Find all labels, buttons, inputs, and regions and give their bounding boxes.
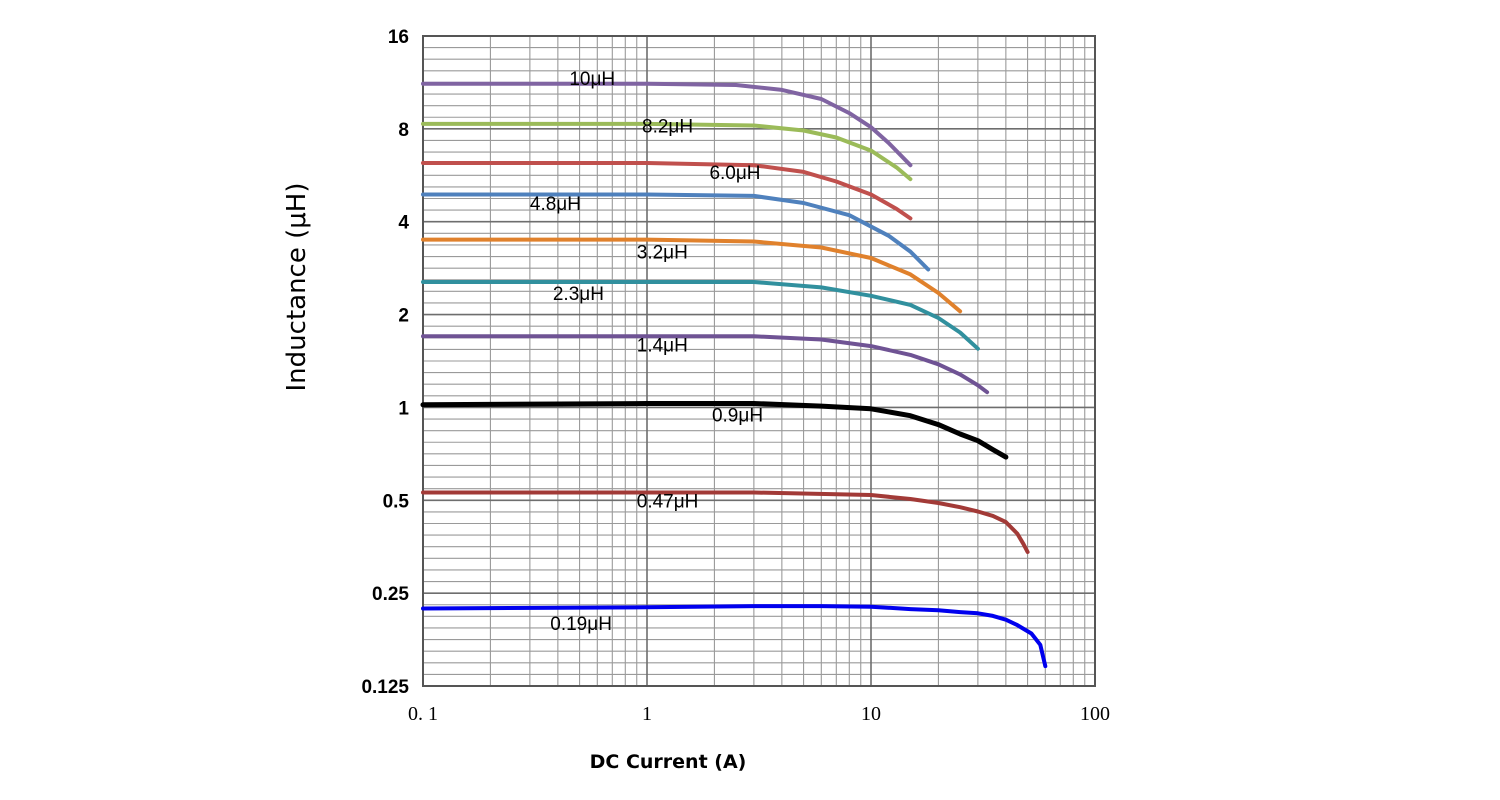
series-label-5: 2.3μH [553,284,604,305]
y-tick-label: 1 [398,398,409,419]
series-label-6: 1.4μH [637,335,688,356]
x-tick-label: 100 [1080,703,1110,725]
series-label-7: 0.9μH [712,405,763,426]
y-tick-label: 2 [398,306,409,327]
series-label-9: 0.19μH [550,614,612,635]
x-tick-label: 1 [642,703,652,725]
series-label-0: 10μH [569,69,615,90]
series-line-4 [421,237,963,314]
x-tick-label: 0. 1 [408,703,438,725]
series-label-1: 8.2μH [642,117,693,138]
series-line-9 [421,604,1048,669]
y-tick-label: 8 [398,120,409,141]
series-line-7 [420,401,1009,460]
series-line-5 [421,280,980,351]
x-axis-title: DC Current (A) [590,751,747,773]
series-label-3: 4.8μH [530,194,581,215]
series-label-2: 6.0μH [709,163,760,184]
series-labels: 10μH 8.2μH 6.0μH 4.8μH 3.2μH 2.3μH 1.4μH 0.9μH 0… [530,69,763,635]
series-line-1 [421,121,913,182]
series-line-8 [421,490,1030,554]
series-line-6 [421,334,990,395]
series-lines [420,81,1048,669]
y-tick-label: 0.25 [372,584,409,605]
x-tick-label: 10 [861,703,881,725]
x-axis-tick-labels: 0. 1 1 10 100 [408,703,1110,725]
y-tick-label: 0.5 [383,491,410,512]
series-line-0 [421,81,913,168]
series-line-3 [421,192,931,272]
major-grid [422,35,1096,687]
y-tick-label: 16 [388,27,409,48]
y-tick-label: 0.125 [361,677,409,698]
series-label-8: 0.47μH [637,491,699,512]
y-axis-tick-labels: 16 8 4 2 1 0.5 0.25 0.125 [361,27,409,698]
y-tick-label: 4 [398,213,409,234]
y-axis-title: Inductance (μH) [282,183,312,392]
series-line-2 [421,161,913,221]
plot-frame [422,35,1096,687]
minor-grid [423,36,1095,686]
series-label-4: 3.2μH [637,243,688,264]
